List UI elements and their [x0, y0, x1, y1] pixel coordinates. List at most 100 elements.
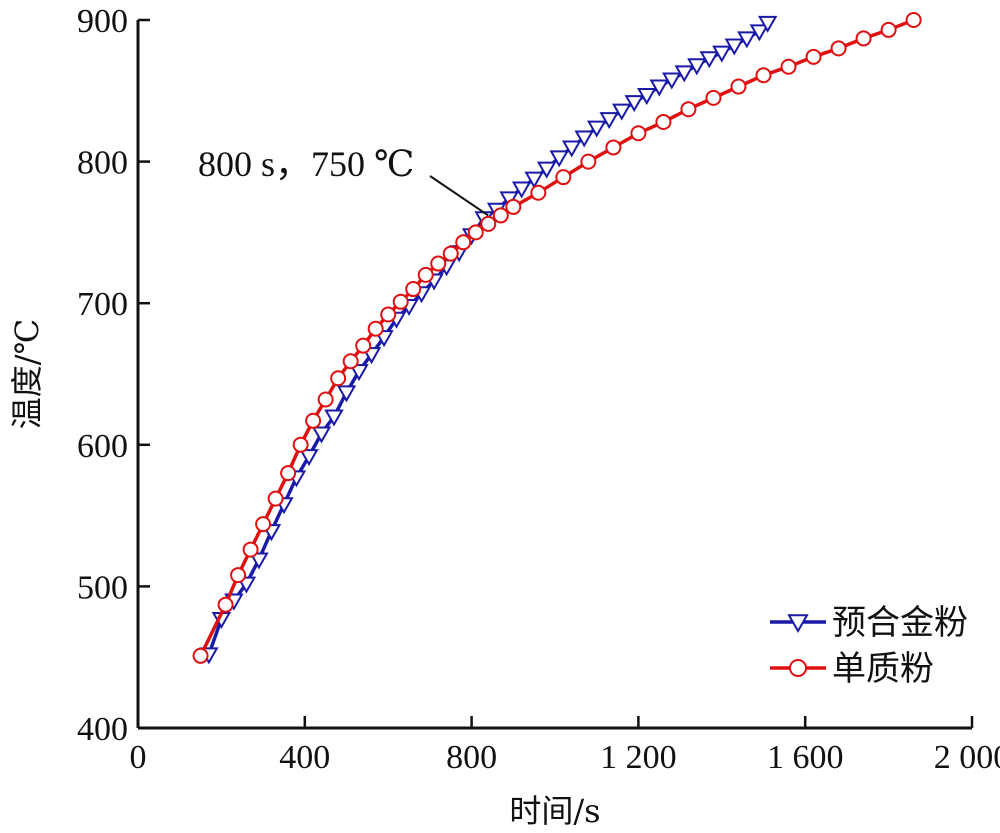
data-point	[455, 234, 472, 251]
y-tick-label: 800	[77, 145, 128, 182]
data-point	[249, 552, 269, 570]
data-point	[192, 647, 209, 664]
data-point	[561, 140, 582, 158]
legend-marker	[789, 659, 807, 677]
data-point	[511, 181, 532, 199]
legend-entry: 单质粉	[770, 649, 934, 689]
data-point	[687, 58, 707, 76]
data-point	[637, 88, 657, 106]
data-point	[880, 21, 897, 38]
x-axis-ticks: 0 400 800 1 200 1 600 2 000	[130, 716, 1000, 776]
series-layer	[192, 12, 922, 665]
data-point	[467, 224, 484, 241]
y-tick-label: 400	[77, 711, 128, 748]
y-tick-label: 600	[77, 428, 128, 465]
data-point	[649, 79, 669, 97]
data-point	[524, 171, 544, 189]
x-tick-label: 1 600	[767, 739, 844, 776]
data-point	[630, 125, 647, 142]
data-point	[724, 38, 745, 56]
data-point	[855, 30, 872, 47]
data-point	[662, 72, 682, 90]
data-point	[680, 101, 697, 118]
data-point	[230, 567, 247, 584]
data-point	[611, 103, 632, 121]
data-point	[749, 24, 770, 42]
data-point	[267, 490, 284, 507]
legend-entry: 预合金粉	[770, 603, 968, 643]
data-point	[755, 67, 772, 84]
series-line	[199, 18, 915, 657]
data-point	[492, 207, 509, 224]
data-point	[555, 169, 572, 186]
data-point	[580, 153, 597, 170]
data-point	[336, 385, 357, 403]
data-point	[705, 89, 722, 106]
data-point	[805, 48, 822, 65]
data-point	[599, 112, 619, 130]
data-point	[380, 306, 397, 323]
data-point	[699, 51, 720, 69]
data-point	[430, 255, 447, 272]
data-point	[730, 78, 747, 95]
x-tick-label: 1 200	[600, 739, 677, 776]
x-tick-label: 400	[279, 739, 330, 776]
data-point	[392, 293, 409, 310]
legend-label: 预合金粉	[832, 603, 968, 643]
data-point	[280, 465, 297, 482]
data-point	[737, 31, 757, 49]
axes	[136, 20, 972, 730]
data-point	[417, 266, 434, 283]
data-point	[574, 130, 594, 148]
legend-label: 单质粉	[832, 649, 934, 689]
annotation-leader-line	[429, 175, 489, 217]
x-tick-label: 2 000	[934, 739, 1000, 776]
x-tick-label: 0	[130, 739, 147, 776]
data-point	[342, 353, 359, 370]
data-point	[405, 281, 422, 298]
data-point	[780, 58, 797, 75]
data-point	[712, 45, 732, 63]
data-point	[757, 15, 778, 33]
data-point	[549, 150, 569, 168]
x-tick-label: 800	[446, 739, 497, 776]
data-point	[586, 120, 607, 138]
legend-marker	[787, 614, 809, 634]
data-point	[349, 364, 369, 382]
data-point	[605, 139, 622, 156]
data-point	[305, 412, 322, 429]
series-line	[207, 21, 769, 655]
y-tick-label: 900	[77, 3, 128, 40]
data-point	[217, 596, 234, 613]
data-point	[830, 40, 847, 57]
y-tick-label: 500	[77, 569, 128, 606]
data-point	[505, 198, 522, 215]
data-point	[367, 320, 384, 337]
data-point	[530, 184, 547, 201]
data-point	[442, 245, 459, 262]
data-point	[255, 516, 272, 533]
data-point	[242, 541, 259, 558]
data-point	[311, 426, 332, 444]
annotation: 800 s，750 ℃	[198, 144, 489, 217]
data-point	[624, 95, 644, 113]
data-point	[655, 113, 672, 130]
data-point	[317, 391, 334, 408]
data-point	[674, 65, 694, 83]
data-point	[355, 337, 372, 354]
series-1	[199, 15, 778, 665]
data-point	[299, 449, 319, 467]
y-axis-ticks: 400 500 600 700 800 900	[77, 3, 150, 748]
series-2	[192, 12, 922, 664]
data-point	[324, 409, 344, 427]
data-point	[905, 12, 922, 28]
y-axis-label: 温度/℃	[8, 319, 46, 430]
annotation-text: 800 s，750 ℃	[198, 144, 414, 184]
data-point	[292, 436, 309, 453]
x-axis-label: 时间/s	[509, 792, 600, 830]
data-point	[330, 370, 347, 387]
data-point	[536, 161, 557, 179]
y-tick-label: 700	[77, 286, 128, 323]
